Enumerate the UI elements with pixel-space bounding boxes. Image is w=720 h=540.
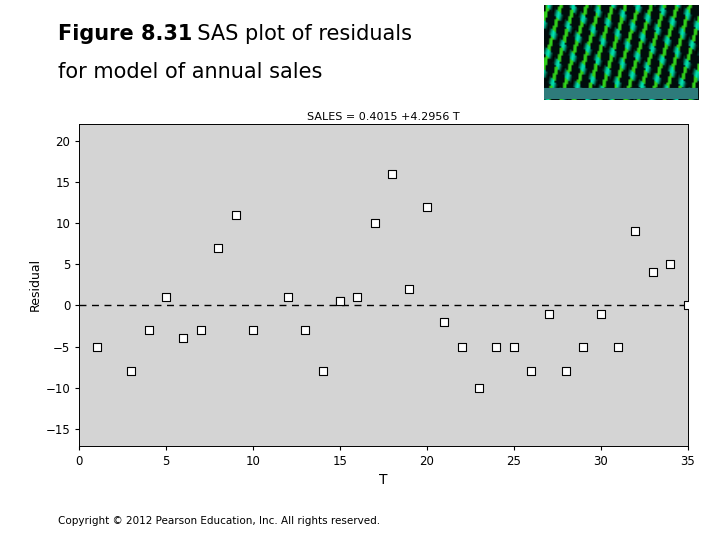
Point (334, 297, 346, 306)
Point (647, 268, 659, 277)
Point (125, 367, 137, 376)
Text: Figure 8.31: Figure 8.31 (58, 24, 192, 44)
Point (508, 342, 520, 351)
Point (334, 297, 346, 306)
Point (404, 285, 415, 293)
Point (351, 293, 363, 301)
Point (473, 383, 485, 392)
Point (595, 309, 606, 318)
Point (543, 309, 554, 318)
Y-axis label: Residual: Residual (28, 258, 41, 312)
Point (560, 367, 572, 376)
Title: SALES = 0.4015 +4.2956 T: SALES = 0.4015 +4.2956 T (307, 112, 459, 122)
Point (91, 342, 102, 351)
Point (247, 326, 258, 334)
Point (317, 367, 328, 376)
Point (421, 202, 433, 211)
Point (438, 318, 450, 326)
Point (526, 367, 537, 376)
Point (230, 211, 241, 219)
Point (195, 326, 207, 334)
Point (612, 342, 624, 351)
Point (490, 342, 502, 351)
Text: for model of annual sales: for model of annual sales (58, 62, 322, 82)
Point (178, 334, 189, 343)
Point (456, 342, 467, 351)
Point (161, 293, 172, 301)
Point (143, 326, 155, 334)
Text: SAS plot of residuals: SAS plot of residuals (184, 24, 412, 44)
Text: Copyright © 2012 Pearson Education, Inc. All rights reserved.: Copyright © 2012 Pearson Education, Inc.… (58, 516, 379, 526)
Text: 54: 54 (660, 510, 687, 529)
X-axis label: T: T (379, 473, 387, 487)
Point (577, 342, 589, 351)
Point (387, 170, 398, 178)
Point (282, 293, 294, 301)
Point (212, 244, 224, 252)
Point (300, 326, 311, 334)
Point (665, 260, 676, 268)
Point (682, 301, 693, 310)
Point (630, 227, 642, 235)
Point (369, 219, 380, 227)
